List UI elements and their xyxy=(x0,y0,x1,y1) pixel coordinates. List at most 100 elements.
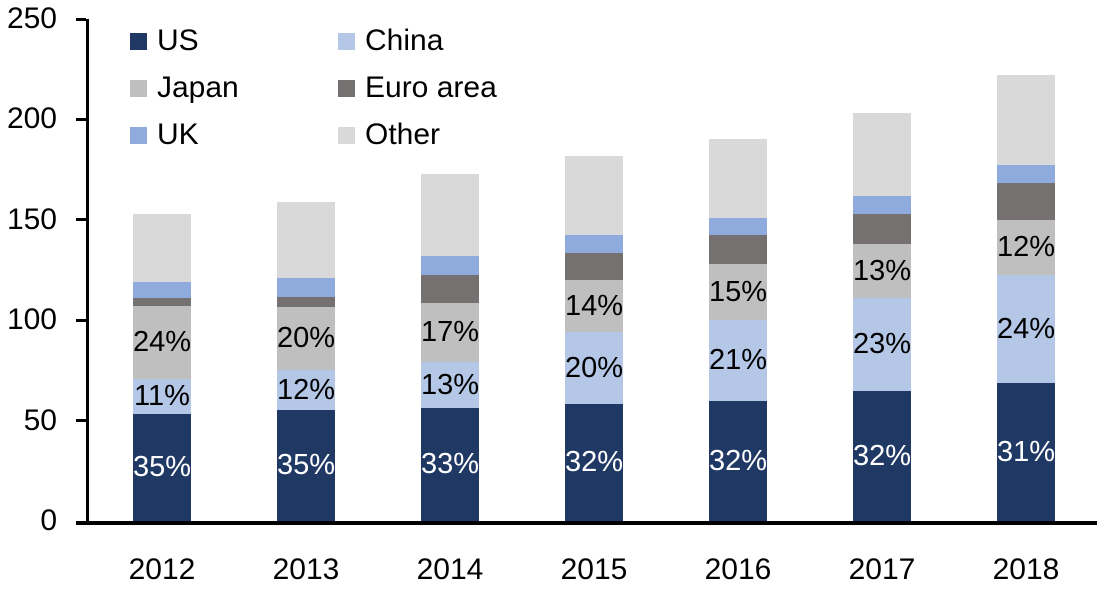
bar-segment-uk-2016 xyxy=(709,218,767,235)
bar-segment-us-2018: 31% xyxy=(997,383,1055,521)
bar-segment-euro-area-2013 xyxy=(277,297,335,307)
legend-item-uk: UK xyxy=(130,118,199,152)
y-axis-label-0: 0 xyxy=(40,504,57,537)
x-axis-label-2013: 2013 xyxy=(272,553,340,586)
x-axis-label-2017: 2017 xyxy=(848,553,916,586)
x-axis-label-2012: 2012 xyxy=(128,553,196,586)
bar-label-china-2015: 20% xyxy=(564,351,624,384)
bar-segment-us-2015: 32% xyxy=(565,404,623,521)
bar-label-china-2013: 12% xyxy=(276,373,336,406)
x-axis-line xyxy=(76,521,1097,525)
bar-label-japan-2017: 13% xyxy=(852,254,912,287)
bar-segment-china-2013: 12% xyxy=(277,370,335,410)
bar-segment-us-2013: 35% xyxy=(277,410,335,521)
bar-segment-euro-area-2015 xyxy=(565,253,623,280)
y-axis-tick-50 xyxy=(76,419,86,422)
bar-label-japan-2018: 12% xyxy=(996,231,1056,263)
bar-label-us-2018: 31% xyxy=(996,435,1056,468)
bar-segment-other-2016 xyxy=(709,139,767,218)
bar-segment-uk-2018 xyxy=(997,165,1055,183)
bar-segment-china-2012: 11% xyxy=(133,379,191,414)
bar-segment-japan-2012: 24% xyxy=(133,306,191,379)
y-axis-label-50: 50 xyxy=(23,404,57,437)
legend-swatch-japan xyxy=(130,79,147,97)
bar-segment-other-2018 xyxy=(997,75,1055,165)
bar-segment-japan-2015: 14% xyxy=(565,280,623,332)
legend-item-japan: Japan xyxy=(130,71,239,105)
bar-label-us-2015: 32% xyxy=(564,446,624,478)
bar-label-china-2016: 21% xyxy=(708,344,768,376)
legend-swatch-uk xyxy=(130,126,147,144)
bar-segment-china-2014: 13% xyxy=(421,362,479,408)
bar-segment-us-2014: 33% xyxy=(421,408,479,521)
bar-segment-euro-area-2017 xyxy=(853,214,911,244)
bar-segment-china-2016: 21% xyxy=(709,320,767,401)
bar-segment-euro-area-2018 xyxy=(997,183,1055,220)
legend-item-other: Other xyxy=(338,118,440,152)
bar-label-china-2014: 13% xyxy=(420,368,480,401)
bar-segment-japan-2017: 13% xyxy=(853,244,911,298)
bar-label-china-2017: 23% xyxy=(852,328,912,360)
legend-item-china: China xyxy=(338,24,443,58)
x-axis-label-2016: 2016 xyxy=(704,553,772,586)
bar-segment-other-2012 xyxy=(133,214,191,282)
bar-label-us-2016: 32% xyxy=(708,444,768,477)
legend-swatch-euro-area xyxy=(338,79,355,97)
legend-label-us: US xyxy=(157,24,199,57)
bar-segment-euro-area-2016 xyxy=(709,235,767,264)
bar-label-us-2014: 33% xyxy=(420,448,480,480)
legend-label-japan: Japan xyxy=(157,71,239,104)
bar-label-china-2012: 11% xyxy=(134,380,190,412)
bar-label-japan-2016: 15% xyxy=(708,275,768,308)
x-axis-label-2014: 2014 xyxy=(416,553,484,586)
bar-segment-japan-2016: 15% xyxy=(709,264,767,320)
bar-segment-japan-2014: 17% xyxy=(421,303,479,362)
bar-segment-other-2015 xyxy=(565,156,623,235)
y-axis-tick-200 xyxy=(76,118,86,121)
bar-label-japan-2015: 14% xyxy=(564,289,624,322)
bar-label-japan-2014: 17% xyxy=(420,316,480,348)
bar-segment-china-2018: 24% xyxy=(997,275,1055,383)
legend-swatch-us xyxy=(130,32,147,50)
bar-label-china-2018: 24% xyxy=(996,312,1056,345)
bar-segment-other-2014 xyxy=(421,174,479,256)
y-axis-tick-150 xyxy=(76,218,86,221)
bar-segment-us-2012: 35% xyxy=(133,414,191,521)
bar-segment-us-2016: 32% xyxy=(709,401,767,521)
legend-item-euro-area: Euro area xyxy=(338,71,497,105)
legend-label-euro-area: Euro area xyxy=(365,71,497,104)
y-axis-label-150: 150 xyxy=(6,203,57,236)
y-axis-label-200: 200 xyxy=(6,102,57,135)
y-axis-line xyxy=(86,19,89,525)
legend-swatch-other xyxy=(338,126,355,144)
legend-item-us: US xyxy=(130,24,199,58)
y-axis-label-250: 250 xyxy=(6,2,57,35)
bar-segment-china-2017: 23% xyxy=(853,298,911,391)
legend-swatch-china xyxy=(338,32,355,50)
bar-segment-other-2017 xyxy=(853,113,911,196)
bar-segment-euro-area-2012 xyxy=(133,298,191,306)
legend-label-china: China xyxy=(365,24,444,57)
legend-label-uk: UK xyxy=(157,118,199,151)
bar-label-us-2012: 35% xyxy=(132,451,192,483)
bar-segment-china-2015: 20% xyxy=(565,332,623,404)
bar-segment-uk-2015 xyxy=(565,235,623,253)
bar-segment-uk-2013 xyxy=(277,278,335,297)
legend-label-other: Other xyxy=(365,118,441,151)
bar-segment-uk-2012 xyxy=(133,282,191,298)
x-axis-label-2015: 2015 xyxy=(560,553,628,586)
bar-segment-other-2013 xyxy=(277,202,335,278)
bar-segment-japan-2013: 20% xyxy=(277,307,335,370)
y-axis-label-100: 100 xyxy=(6,303,57,336)
x-axis-label-2018: 2018 xyxy=(992,553,1060,586)
bar-label-us-2017: 32% xyxy=(852,439,912,472)
bar-label-japan-2012: 24% xyxy=(132,326,192,358)
bar-segment-euro-area-2014 xyxy=(421,275,479,303)
bar-segment-uk-2017 xyxy=(853,196,911,214)
y-axis-tick-250 xyxy=(76,18,86,21)
bar-label-us-2013: 35% xyxy=(276,449,336,481)
bar-label-japan-2013: 20% xyxy=(276,322,336,354)
bar-segment-uk-2014 xyxy=(421,256,479,275)
bar-segment-japan-2018: 12% xyxy=(997,220,1055,275)
